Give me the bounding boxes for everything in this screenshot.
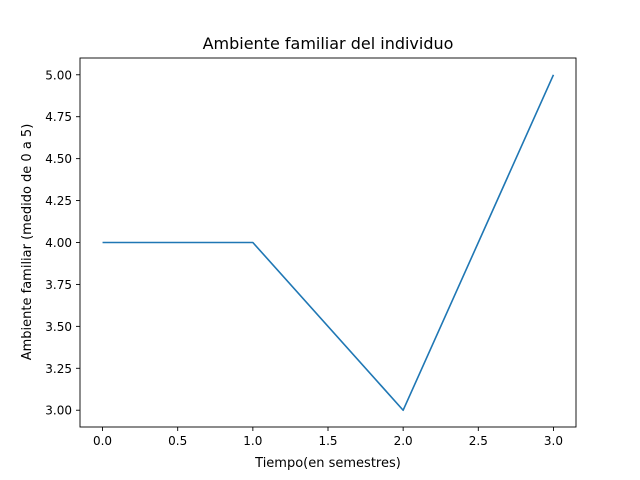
x-tick-label: 2.5: [469, 434, 488, 448]
y-tick-label: 3.00: [45, 404, 72, 418]
chart-title: Ambiente familiar del individuo: [203, 34, 454, 53]
y-tick-label: 3.50: [45, 320, 72, 334]
x-axis-label: Tiempo(en semestres): [254, 456, 401, 471]
y-tick-label: 4.75: [45, 110, 72, 124]
y-tick-label: 4.00: [45, 236, 72, 250]
y-tick-label: 4.50: [45, 152, 72, 166]
x-tick-label: 2.0: [394, 434, 413, 448]
y-tick-label: 5.00: [45, 68, 72, 82]
x-tick-label: 0.5: [168, 434, 187, 448]
y-tick-label: 3.25: [45, 362, 72, 376]
x-tick-label: 1.5: [318, 434, 337, 448]
y-tick-label: 4.25: [45, 194, 72, 208]
plot-area: [102, 74, 555, 412]
x-tick-label: 3.0: [544, 434, 563, 448]
x-tick-label: 1.0: [243, 434, 262, 448]
series-line: [102, 74, 555, 412]
y-tick-label: 3.75: [45, 278, 72, 292]
x-axis-ticks: 0.0 0.5 1.0 1.5 2.0 2.5 3.0: [93, 427, 563, 448]
y-axis-ticks: 3.00 3.25 3.50 3.75 4.00 4.25 4.50 4.75 5.00: [45, 68, 80, 418]
x-tick-label: 0.0: [93, 434, 112, 448]
y-axis-label: Ambiente familiar (medido de 0 a 5): [20, 124, 35, 361]
